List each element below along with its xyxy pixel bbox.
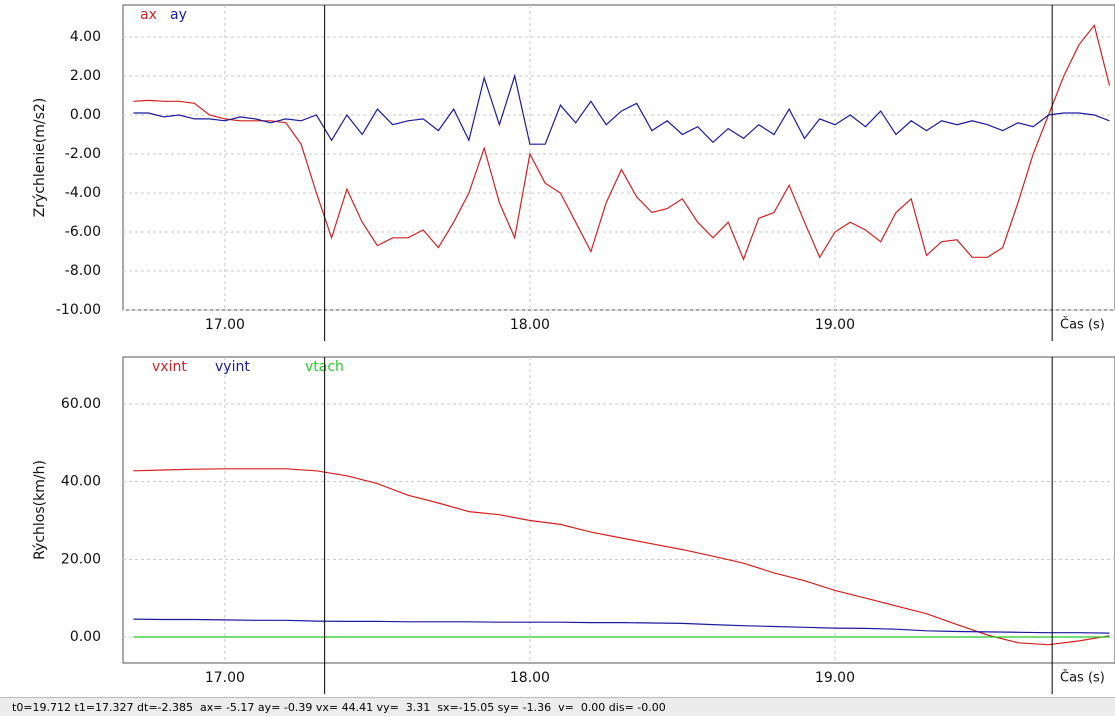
- y-tick-label: -8.00: [65, 263, 101, 279]
- legend-entry: vxint: [152, 359, 187, 375]
- series-line: [133, 23, 1111, 261]
- series-group: [133, 23, 1111, 261]
- x-tick-label: 19.00: [815, 317, 855, 333]
- y-tick-label: -10.00: [56, 302, 101, 318]
- legend-entry: ax: [140, 7, 157, 23]
- x-tick-label: 17.00: [205, 670, 245, 686]
- y-tick-label: 2.00: [70, 68, 101, 84]
- y-tick-label: 40.00: [61, 474, 101, 490]
- status-bar: t0=19.712 t1=17.327 dt=-2.385 ax= -5.17 …: [0, 697, 1115, 716]
- y-tick-label: -6.00: [65, 224, 101, 240]
- x-tick-label: 18.00: [510, 670, 550, 686]
- x-tick-label: 19.00: [815, 670, 855, 686]
- y-tick-label: -2.00: [65, 146, 101, 162]
- plot-area: [122, 4, 1115, 311]
- y-tick-label: 4.00: [70, 29, 101, 45]
- x-tick-label: 17.00: [205, 317, 245, 333]
- x-axis-label: Čas (s): [1060, 670, 1105, 686]
- y-tick-label: -4.00: [65, 185, 101, 201]
- legend-entry: ay: [170, 7, 187, 23]
- x-axis-label: Čas (s): [1060, 317, 1105, 333]
- series-line: [133, 618, 1110, 634]
- series-group: [133, 468, 1110, 646]
- y-tick-label: 0.00: [70, 107, 101, 123]
- y-axis-label: Zrýchlenie(m/s2): [32, 98, 48, 218]
- x-tick-label: 18.00: [510, 317, 550, 333]
- series-line: [133, 468, 1110, 646]
- chart-window: -10.00 -8.00 -6.00 -4.00 -2.00 0.00 2.00 4.00 17…: [32, 4, 1115, 694]
- y-tick-label: 20.00: [61, 551, 101, 567]
- legend-entry: vyint: [215, 359, 250, 375]
- series-line: [133, 73, 1110, 145]
- plot-area: [122, 356, 1115, 664]
- y-tick-label: 60.00: [61, 396, 101, 412]
- y-tick-label: 0.00: [70, 629, 101, 645]
- y-axis-label: Rýchlos(km/h): [32, 460, 48, 560]
